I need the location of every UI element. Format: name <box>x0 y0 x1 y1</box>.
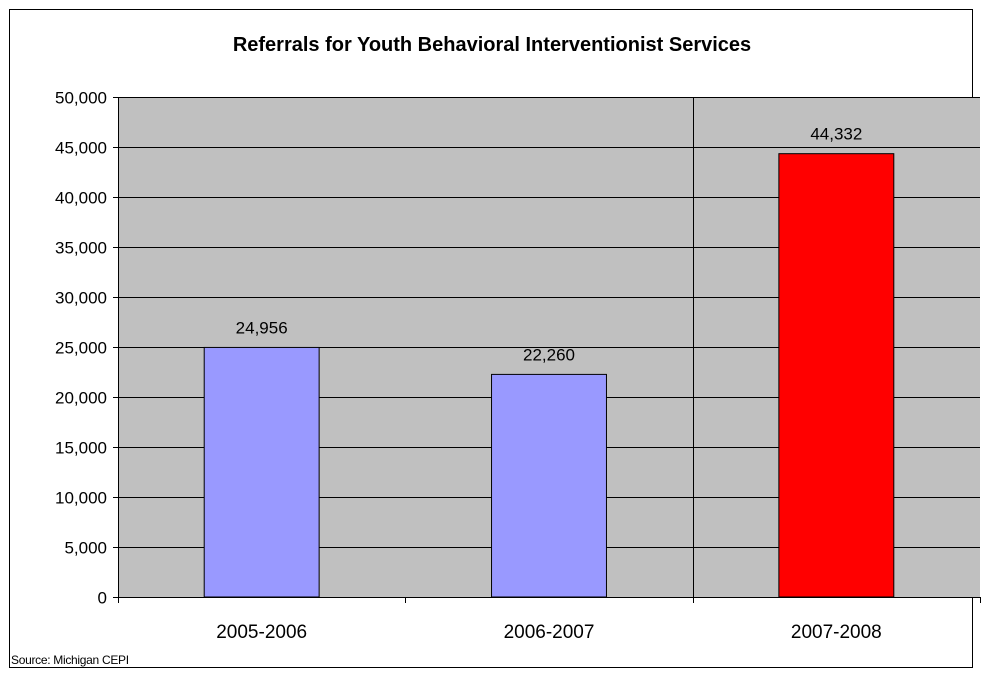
bar-2006-2007 <box>491 373 607 598</box>
data-label-2005-2006: 24,956 <box>236 318 288 337</box>
y-tick-label-8: 40,000 <box>55 189 107 208</box>
x-tick-label-2007-2008: 2007-2008 <box>791 622 882 643</box>
labels: 24,956 22,260 44,332 0 5,000 10,000 15,000 20,0… <box>55 89 882 644</box>
axes <box>113 97 981 603</box>
chart-title: Referrals for Youth Behavioral Intervent… <box>232 34 752 56</box>
data-label-2007-2008: 44,332 <box>810 125 862 144</box>
y-tick-label-5: 25,000 <box>55 339 107 358</box>
source-note: Source: Michigan CEPI <box>11 653 129 667</box>
y-tick-label-9: 45,000 <box>55 139 107 158</box>
y-tick-label-1: 5,000 <box>64 539 107 558</box>
y-tick-label-10: 50,000 <box>55 89 107 108</box>
x-tick-label-2005-2006: 2005-2006 <box>216 622 307 643</box>
data-label-2006-2007: 22,260 <box>523 345 575 364</box>
y-tick-label-3: 15,000 <box>55 439 107 458</box>
y-tick-label-6: 30,000 <box>55 289 107 308</box>
y-tick-label-0: 0 <box>98 589 107 608</box>
y-tick-label-2: 10,000 <box>55 489 107 508</box>
y-tick-label-7: 35,000 <box>55 239 107 258</box>
bar-2005-2006 <box>203 346 320 598</box>
bar-2007-2008 <box>778 153 895 598</box>
x-tick-label-2006-2007: 2006-2007 <box>504 622 595 643</box>
y-tick-label-4: 20,000 <box>55 389 107 408</box>
bars <box>203 153 895 598</box>
